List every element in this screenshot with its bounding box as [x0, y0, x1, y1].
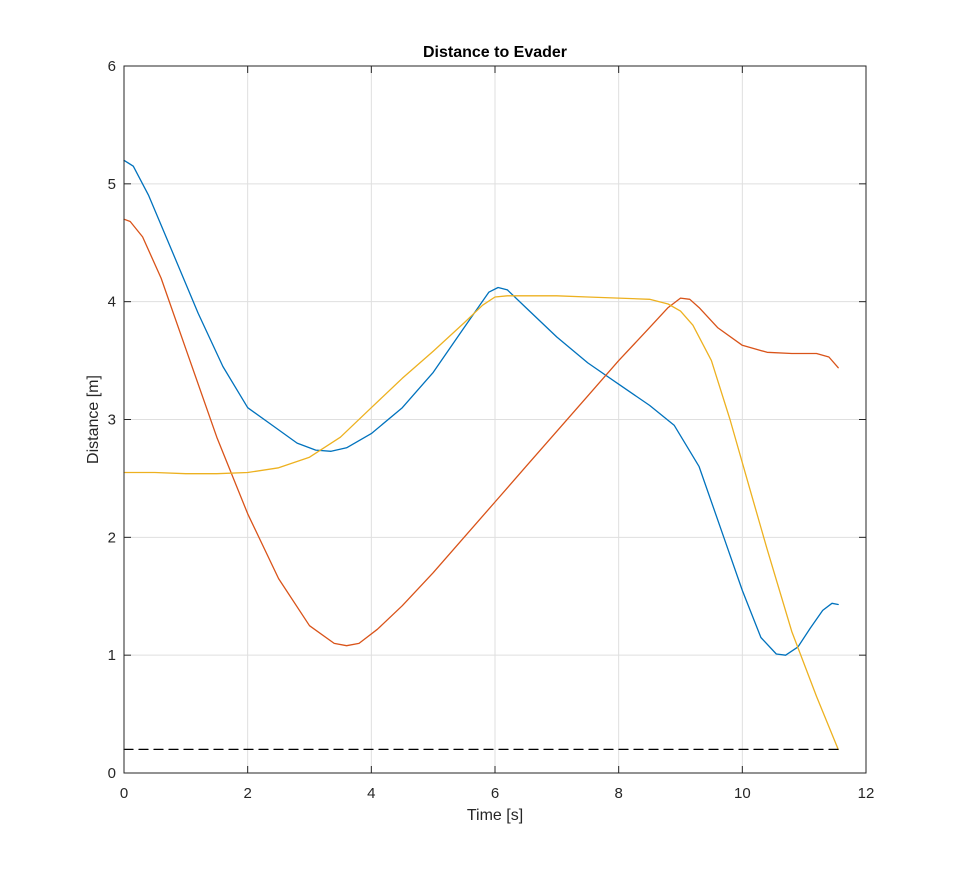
x-tick-label: 6	[491, 785, 499, 802]
chart-title: Distance to Evader	[423, 44, 567, 61]
y-tick-label: 0	[108, 765, 116, 782]
y-tick-label: 2	[108, 529, 116, 546]
y-tick-label: 3	[108, 412, 116, 429]
y-tick-label: 5	[108, 176, 116, 193]
tick-marks	[123, 65, 867, 774]
y-axis-label: Distance [m]	[85, 375, 102, 464]
x-tick-label: 4	[367, 785, 375, 802]
y-tick-label: 4	[108, 294, 116, 311]
series-line-1	[123, 159, 839, 656]
x-tick-label: 0	[120, 785, 128, 802]
x-tick-label: 12	[858, 785, 875, 802]
x-tick-labels: 0 2 4 6 8 10 12	[120, 785, 875, 802]
series-line-3	[123, 295, 839, 751]
y-tick-label: 6	[108, 58, 116, 75]
x-tick-label: 10	[734, 785, 751, 802]
y-tick-labels: 0 1 2 3 4 5 6	[108, 58, 116, 782]
x-axis-label: Time [s]	[467, 807, 523, 824]
y-tick-label: 1	[108, 647, 116, 664]
x-tick-label: 2	[243, 785, 251, 802]
series-line-2	[123, 218, 839, 647]
series-layer	[123, 159, 839, 751]
x-tick-label: 8	[614, 785, 622, 802]
